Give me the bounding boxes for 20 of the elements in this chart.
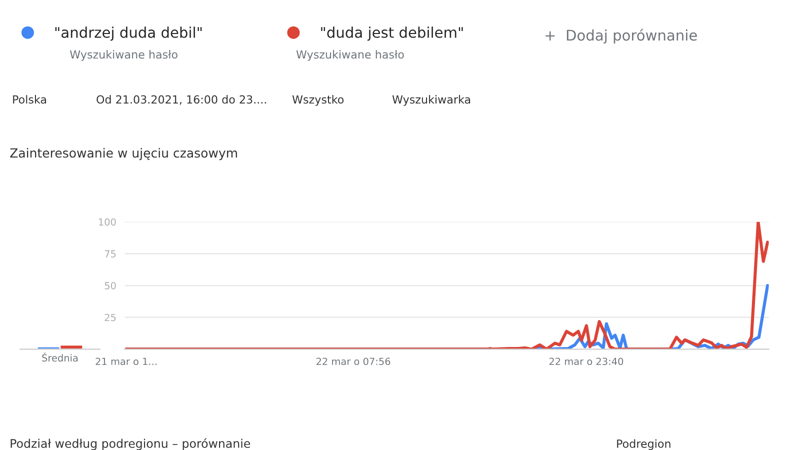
text: Podregion <box>617 439 670 450</box>
text: Wyszukiwarka <box>392 95 470 106</box>
y-tick-label: 75 <box>104 250 116 258</box>
text: Wyszukiwane hasło <box>70 50 178 61</box>
x-tick-label: Średnia <box>42 352 78 362</box>
chart-title: Zainteresowanie w ujęciu czasowym <box>10 148 237 160</box>
x-tick-label: 21 mar o 1... <box>96 358 156 366</box>
text: Od 21.03.2021, 16:00 do 23.... <box>96 95 266 105</box>
legend-label: "duda jest debilem" <box>321 26 463 41</box>
legend-label: "andrzej duda debil" <box>55 26 202 41</box>
text: + Dodaj porównanie <box>546 28 697 44</box>
text: Podział według podregionu – porównanie <box>10 438 250 450</box>
x-tick-label: 22 mar o 23:40 <box>549 358 624 366</box>
y-tick-label: 25 <box>104 314 116 322</box>
y-tick-label: 50 <box>104 282 116 290</box>
text: Wyszukiwane hasło <box>296 50 404 61</box>
y-tick-label: 100 <box>98 218 116 226</box>
x-tick-label: 22 mar o 07:56 <box>316 358 390 366</box>
text: Wszystko <box>292 95 344 106</box>
text: Polska <box>13 95 46 104</box>
